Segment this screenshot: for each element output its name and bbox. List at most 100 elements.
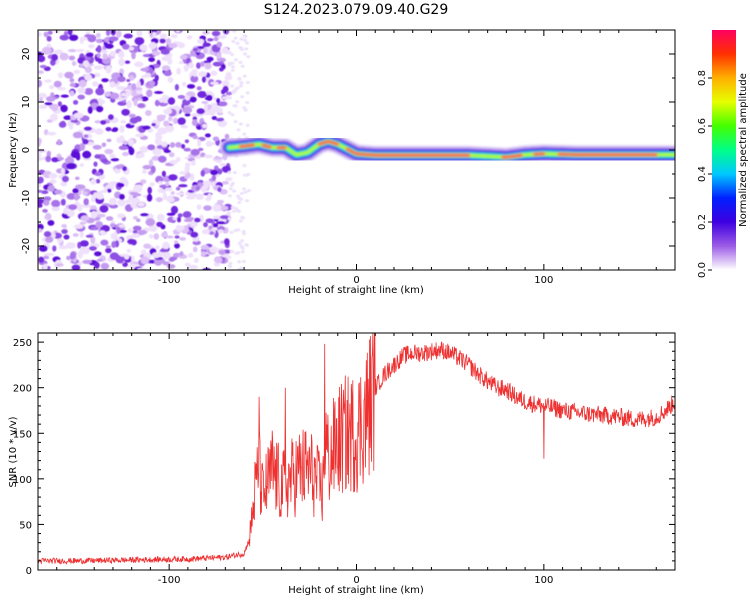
noise-blob (154, 74, 159, 82)
noise-blob (168, 174, 178, 181)
noise-blob (108, 114, 114, 121)
noise-blob (38, 198, 45, 205)
noise-blob (49, 113, 58, 122)
noise-blob (128, 194, 134, 202)
noise-blob (52, 245, 57, 252)
noise-blob (155, 245, 160, 250)
noise-blob (53, 80, 62, 88)
noise-blob (65, 156, 75, 165)
noise-blob (85, 52, 94, 58)
noise-blob (100, 262, 110, 270)
noise-blob (163, 70, 172, 77)
noise-blob (88, 246, 97, 251)
noise-blob (159, 38, 166, 44)
snr-series-line (38, 333, 675, 565)
noise-blob (84, 66, 92, 74)
noise-blob (38, 228, 43, 233)
noise-blob (238, 60, 243, 64)
noise-blob (128, 46, 135, 51)
noise-blob (96, 32, 101, 38)
noise-blob (190, 221, 198, 228)
noise-blob (123, 33, 133, 39)
noise-blob (192, 246, 198, 253)
noise-blob (44, 212, 52, 221)
noise-blob (227, 111, 232, 115)
noise-blob (202, 42, 211, 47)
noise-blob (118, 58, 125, 66)
noise-blob (42, 263, 48, 270)
noise-blob (95, 128, 104, 135)
noise-blob (97, 193, 104, 200)
noise-blob (167, 97, 176, 105)
colorbar-tick-label: 0.4 (697, 166, 708, 182)
noise-blob (240, 95, 245, 99)
noise-blob (79, 163, 85, 167)
noise-blob (100, 158, 109, 163)
noise-blob (133, 98, 138, 107)
spectrogram-noise (38, 30, 251, 270)
noise-blob (148, 80, 155, 87)
noise-blob (241, 216, 246, 220)
snr-x-axis-label: Height of straight line (km) (288, 585, 424, 596)
noise-blob (163, 149, 171, 153)
noise-blob (38, 32, 42, 37)
noise-blob (38, 189, 44, 193)
noise-blob (212, 61, 222, 67)
noise-blob (137, 152, 145, 158)
noise-blob (122, 166, 127, 172)
noise-blob (94, 120, 101, 124)
noise-blob (73, 224, 84, 229)
noise-blob (230, 113, 235, 117)
noise-blob (245, 243, 249, 247)
noise-blob (245, 123, 250, 127)
noise-blob (242, 164, 247, 167)
noise-blob (61, 224, 67, 228)
noise-blob (96, 53, 101, 58)
noise-blob (186, 84, 196, 89)
noise-blob (190, 231, 199, 238)
noise-blob (148, 57, 156, 62)
noise-blob (203, 154, 213, 159)
noise-blob (197, 38, 205, 44)
noise-blob (124, 179, 129, 187)
noise-blob (51, 206, 60, 212)
noise-blob (246, 189, 251, 193)
snr-ticks: -100 0 100 0 50 100 150 200 250 (13, 332, 676, 586)
noise-blob (129, 191, 139, 196)
noise-blob (239, 37, 244, 41)
noise-blob (101, 78, 109, 83)
noise-blob (90, 178, 97, 185)
noise-blob (60, 168, 66, 175)
noise-blob (240, 239, 245, 243)
noise-blob (134, 61, 144, 68)
noise-blob (100, 120, 107, 125)
noise-blob (198, 147, 204, 152)
noise-blob (221, 89, 226, 95)
noise-blob (227, 171, 232, 174)
noise-blob (242, 106, 247, 110)
noise-blob (175, 192, 185, 196)
noise-blob (235, 100, 240, 104)
colorbar-tick-label: 0.0 (697, 262, 708, 278)
noise-blob (131, 233, 141, 238)
noise-blob (241, 187, 246, 191)
noise-blob (122, 140, 128, 145)
noise-blob (227, 96, 232, 100)
snr-panel: -100 0 100 0 50 100 150 200 250 Height of straig… (8, 332, 676, 596)
noise-blob (246, 55, 251, 59)
noise-blob (105, 127, 112, 132)
noise-blob (121, 108, 130, 116)
noise-blob (196, 204, 202, 211)
spectrogram-x-axis-label: Height of straight line (km) (288, 285, 424, 296)
noise-blob (39, 64, 47, 69)
noise-blob (128, 263, 139, 268)
noise-blob (47, 220, 55, 226)
noise-blob (153, 233, 160, 240)
noise-blob (105, 247, 112, 254)
noise-blob (100, 189, 108, 193)
noise-blob (228, 261, 233, 265)
noise-blob (179, 171, 189, 175)
noise-blob (184, 113, 191, 117)
y-tick-label: 20 (21, 48, 32, 61)
noise-blob (218, 101, 228, 107)
